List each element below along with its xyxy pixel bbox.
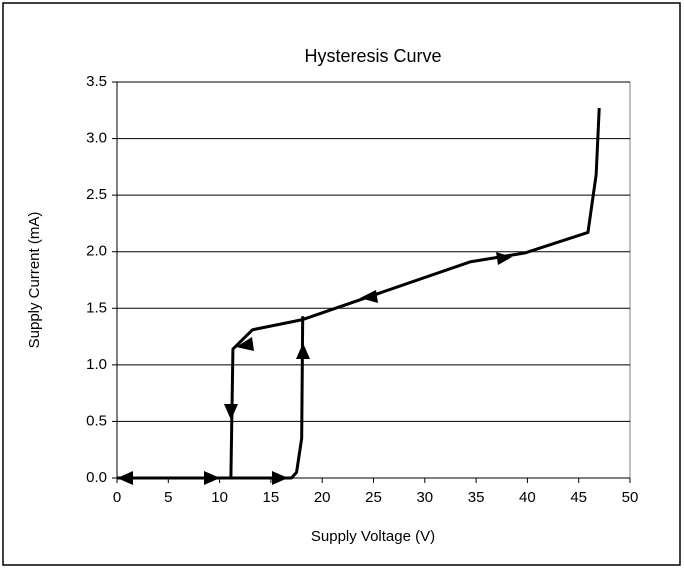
x-tick-label: 25 xyxy=(365,489,382,506)
y-axis-label: Supply Current (mA) xyxy=(26,212,43,349)
y-tick-label: 3.0 xyxy=(86,130,107,147)
x-tick-label: 40 xyxy=(519,489,536,506)
y-tick-label: 0.0 xyxy=(86,469,107,486)
arrows xyxy=(117,252,512,485)
x-tick-label: 15 xyxy=(263,489,280,506)
x-tick-label: 5 xyxy=(164,489,172,506)
y-tick-label: 0.5 xyxy=(86,412,107,429)
x-tick-label: 45 xyxy=(570,489,587,506)
plot-frame xyxy=(116,81,631,479)
x-tick-label: 0 xyxy=(113,489,121,506)
arrow xyxy=(236,337,254,351)
curve xyxy=(229,107,601,479)
y-tick-label: 1.5 xyxy=(86,299,107,316)
x-tick-label: 20 xyxy=(314,489,331,506)
arrow xyxy=(296,343,310,359)
chart-title: Hysteresis Curve xyxy=(304,46,441,66)
arrow xyxy=(204,471,220,485)
arrow xyxy=(224,404,238,420)
y-tick-label: 3.5 xyxy=(86,73,107,90)
curve xyxy=(117,316,305,480)
x-tick-label: 50 xyxy=(622,489,639,506)
plot-area: 0.0 0.5 1.0 1.5 2.0 2.5 3.0 3.5 0 5 10 15 20 25 30 35 40… xyxy=(86,73,638,506)
y-tick-label: 2.5 xyxy=(86,186,107,203)
arrow xyxy=(496,252,512,265)
arrow xyxy=(117,471,133,485)
y-tick-label: 1.0 xyxy=(86,356,107,373)
y-tick-label: 2.0 xyxy=(86,243,107,260)
x-axis-label: Supply Voltage (V) xyxy=(311,528,435,545)
x-tick-label: 10 xyxy=(211,489,228,506)
x-tick-label: 30 xyxy=(416,489,433,506)
arrow xyxy=(272,471,288,485)
x-tick-label: 35 xyxy=(468,489,485,506)
arrow xyxy=(360,290,378,303)
